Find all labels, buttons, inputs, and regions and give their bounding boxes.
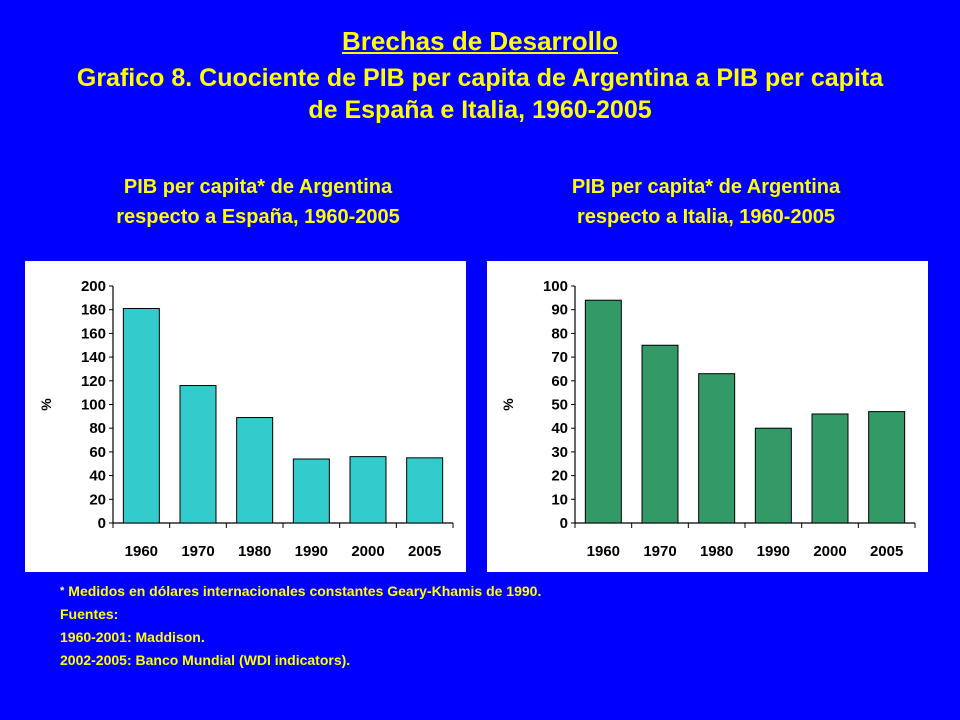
spain-y-tick-label: 20 (89, 491, 106, 508)
right-chart-title: PIB per capita* de Argentina respecto a … (496, 172, 916, 232)
spain-y-tick-label: 80 (89, 420, 106, 437)
italy-y-tick-label: 20 (551, 468, 568, 485)
italy-y-tick-label: 10 (551, 491, 568, 508)
footnote-note-text: Medidos en dólares internacionales const… (68, 583, 542, 599)
spain-bar-1970 (179, 385, 217, 524)
italy-y-tick-label: 90 (551, 302, 568, 319)
sources-label: Fuentes: (60, 606, 119, 622)
spain-x-tick-label: 1980 (238, 543, 271, 560)
italy-x-tick-label: 2000 (813, 543, 846, 560)
spain-x-tick-label: 1990 (295, 543, 328, 560)
chart-figure-title: Grafico 8. Cuociente de PIB per capita d… (0, 62, 960, 126)
italy-y-tick-label: 0 (560, 515, 568, 532)
spain-chart-panel: 0 20 40 60 80 100 120 140 160 180 200 1960 1970 1980 1… (25, 261, 466, 572)
left-chart-title: PIB per capita* de Argentina respecto a … (48, 172, 468, 232)
italy-y-tick-label: 100 (543, 278, 568, 295)
italy-bar-chart: 0 10 20 30 40 50 60 70 80 90 100 1960 1970 1980 1990 20… (500, 278, 916, 560)
footnote-asterisk: * (60, 585, 65, 597)
spain-bar-2005 (406, 457, 444, 524)
italy-bar-2000 (811, 413, 849, 524)
spain-bar-1990 (292, 458, 330, 524)
italy-y-axis-label: % (500, 398, 516, 411)
italy-bar-2005 (868, 411, 906, 524)
italy-y-tick-label: 30 (551, 444, 568, 461)
italy-y-tick-label: 60 (551, 373, 568, 390)
spain-bar-1960 (122, 308, 160, 524)
spain-y-tick-label: 140 (81, 349, 106, 366)
spain-y-tick-label: 60 (89, 444, 106, 461)
italy-x-tick-label: 2005 (870, 543, 903, 560)
spain-y-tick-label: 160 (81, 325, 106, 342)
italy-bar-1960 (584, 299, 622, 524)
spain-y-tick-label: 40 (89, 468, 106, 485)
figure-title-line-1: Grafico 8. Cuociente de PIB per capita d… (76, 64, 884, 92)
italy-bar-1970 (641, 344, 679, 524)
italy-y-tick-label: 70 (551, 349, 568, 366)
spain-x-tick-label: 1970 (181, 543, 214, 560)
spain-y-axis-label: % (38, 398, 54, 411)
spain-y-tick-label: 100 (81, 397, 106, 414)
left-chart-title-line-2: respecto a España, 1960-2005 (116, 206, 400, 228)
spain-bar-2000 (349, 456, 387, 524)
italy-y-tick-label: 40 (551, 420, 568, 437)
figure-title-line-2: de España e Italia, 1960-2005 (308, 96, 652, 124)
right-chart-title-line-2: respecto a Italia, 1960-2005 (577, 206, 835, 228)
italy-x-tick-label: 1970 (643, 543, 676, 560)
italy-x-tick-label: 1960 (587, 543, 620, 560)
source-maddison: 1960-2001: Maddison. (60, 629, 205, 645)
spain-y-tick-label: 120 (81, 373, 106, 390)
italy-bar-1980 (698, 373, 736, 524)
spain-bar-chart: 0 20 40 60 80 100 120 140 160 180 200 1960 1970 1980 1… (38, 278, 454, 560)
italy-x-tick-label: 1990 (757, 543, 790, 560)
footnote-note: * Medidos en dólares internacionales cons… (60, 580, 541, 603)
main-title: Brechas de Desarrollo (341, 26, 618, 56)
source-world-bank: 2002-2005: Banco Mundial (WDI indicators… (60, 652, 351, 668)
italy-x-tick-label: 1980 (700, 543, 733, 560)
spain-x-tick-label: 2005 (408, 543, 441, 560)
right-chart-title-line-1: PIB per capita* de Argentina (571, 176, 841, 198)
left-chart-title-line-1: PIB per capita* de Argentina (123, 176, 393, 198)
spain-y-tick-label: 200 (81, 278, 106, 295)
spain-x-tick-label: 1960 (125, 543, 158, 560)
spain-x-tick-label: 2000 (351, 543, 384, 560)
italy-y-tick-label: 80 (551, 325, 568, 342)
italy-y-tick-label: 50 (551, 397, 568, 414)
spain-y-tick-label: 0 (98, 515, 106, 532)
spain-y-tick-label: 180 (81, 302, 106, 319)
italy-chart-panel: 0 10 20 30 40 50 60 70 80 90 100 1960 1970 1980 1990 20… (487, 261, 928, 572)
spain-bar-1980 (236, 417, 274, 524)
italy-bar-1990 (754, 427, 792, 524)
footnotes: * Medidos en dólares internacionales cons… (60, 580, 541, 672)
